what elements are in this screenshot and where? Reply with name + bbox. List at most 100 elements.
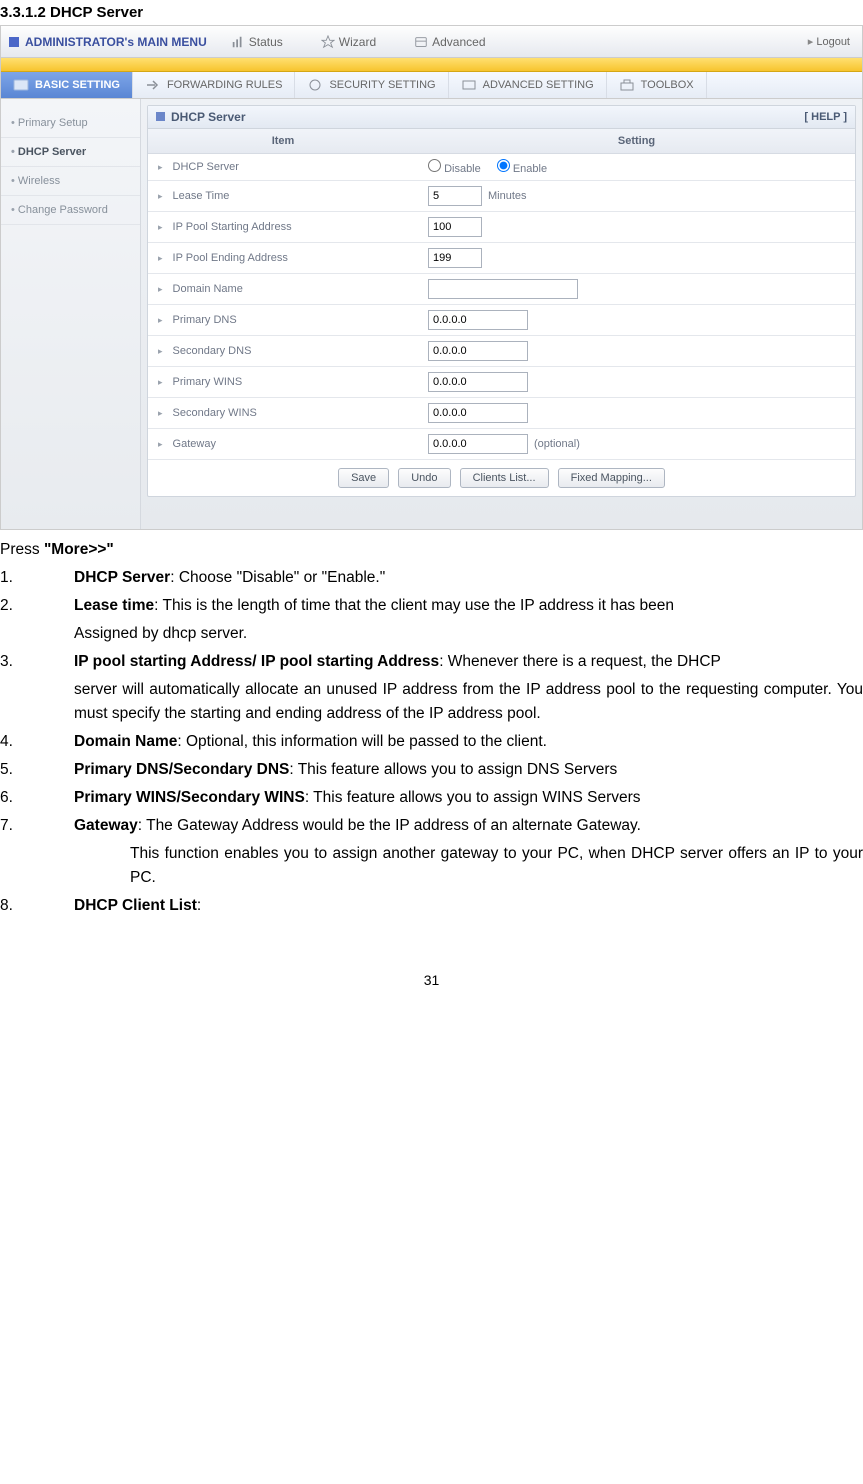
dhcp-disable-option[interactable]: Disable	[428, 159, 481, 175]
tab-advanced-setting-label: ADVANCED SETTING	[483, 79, 594, 91]
status-icon	[231, 35, 245, 49]
col-setting-header: Setting	[418, 129, 855, 154]
row-swins-value	[418, 398, 855, 429]
tab-advanced-setting[interactable]: ADVANCED SETTING	[449, 72, 607, 98]
row-pdns-label: Primary DNS	[148, 305, 418, 336]
menu-wizard[interactable]: Wizard	[321, 35, 376, 49]
doc-item-7-num: 7.	[0, 814, 74, 838]
ip-start-input[interactable]	[428, 217, 482, 237]
save-button[interactable]: Save	[338, 468, 389, 488]
pwins-input[interactable]	[428, 372, 528, 392]
dhcp-panel: DHCP Server [ HELP ] Item Setting DHCP S…	[147, 105, 856, 497]
doc-body: Press "More>>" 1. DHCP Server: Choose "D…	[0, 538, 863, 918]
main-area: Primary Setup DHCP Server Wireless Chang…	[1, 99, 862, 529]
doc-item-4-rest: : Optional, this information will be pas…	[177, 733, 547, 750]
dhcp-disable-radio[interactable]	[428, 159, 441, 172]
security-icon	[307, 78, 323, 92]
tab-security-setting-label: SECURITY SETTING	[329, 79, 435, 91]
main-menu-title-text: ADMINISTRATOR's MAIN MENU	[25, 35, 207, 49]
page-number: 31	[0, 972, 863, 998]
panel-title: DHCP Server	[171, 110, 245, 124]
sdns-input[interactable]	[428, 341, 528, 361]
doc-item-5-bold: Primary DNS/Secondary DNS	[74, 761, 289, 778]
col-item-header: Item	[148, 129, 418, 154]
dhcp-enable-option[interactable]: Enable	[497, 159, 547, 175]
tab-forwarding-rules-label: FORWARDING RULES	[167, 79, 283, 91]
undo-button[interactable]: Undo	[398, 468, 450, 488]
row-dhcp-server-label: DHCP Server	[148, 154, 418, 181]
row-domain-label: Domain Name	[148, 274, 418, 305]
doc-item-5-num: 5.	[0, 758, 74, 782]
doc-item-6: 6. Primary WINS/Secondary WINS: This fea…	[0, 786, 863, 810]
row-pwins-label: Primary WINS	[148, 367, 418, 398]
row-pdns-value	[418, 305, 855, 336]
doc-item-7-rest: : The Gateway Address would be the IP ad…	[138, 817, 641, 834]
doc-item-2-cont: Assigned by dhcp server.	[74, 622, 863, 646]
doc-item-1: 1. DHCP Server: Choose "Disable" or "Ena…	[0, 566, 863, 590]
fixed-mapping-button[interactable]: Fixed Mapping...	[558, 468, 665, 488]
doc-item-7: 7. Gateway: The Gateway Address would be…	[0, 814, 863, 838]
sidebar-item-wireless[interactable]: Wireless	[1, 167, 140, 196]
doc-item-7-bold: Gateway	[74, 817, 138, 834]
row-swins-label: Secondary WINS	[148, 398, 418, 429]
sidebar: Primary Setup DHCP Server Wireless Chang…	[1, 99, 141, 529]
menu-advanced-label: Advanced	[432, 35, 485, 49]
dhcp-enable-label: Enable	[513, 163, 547, 175]
pdns-input[interactable]	[428, 310, 528, 330]
content-area: DHCP Server [ HELP ] Item Setting DHCP S…	[141, 99, 862, 529]
dhcp-enable-radio[interactable]	[497, 159, 510, 172]
button-row: Save Undo Clients List... Fixed Mapping.…	[148, 460, 855, 496]
row-lease-time-value: Minutes	[418, 181, 855, 212]
logout-link[interactable]: Logout	[808, 35, 850, 48]
doc-item-6-bold: Primary WINS/Secondary WINS	[74, 789, 305, 806]
panel-header: DHCP Server [ HELP ]	[148, 106, 855, 129]
basic-setting-icon	[13, 78, 29, 92]
row-ip-start-value	[418, 212, 855, 243]
menu-wizard-label: Wizard	[339, 35, 376, 49]
doc-item-2-num: 2.	[0, 594, 74, 618]
swins-input[interactable]	[428, 403, 528, 423]
ip-end-input[interactable]	[428, 248, 482, 268]
gateway-note: (optional)	[534, 438, 580, 450]
doc-item-4-bold: Domain Name	[74, 733, 177, 750]
tab-security-setting[interactable]: SECURITY SETTING	[295, 72, 448, 98]
main-menu-title: ADMINISTRATOR's MAIN MENU	[9, 35, 207, 49]
press-more-line: Press "More>>"	[0, 538, 863, 562]
tab-row: BASIC SETTING FORWARDING RULES SECURITY …	[1, 72, 862, 99]
menu-status[interactable]: Status	[231, 35, 283, 49]
row-pwins-value	[418, 367, 855, 398]
doc-item-1-bold: DHCP Server	[74, 569, 170, 586]
row-gateway-value: (optional)	[418, 429, 855, 460]
doc-item-8: 8. DHCP Client List:	[0, 894, 863, 918]
sidebar-item-dhcp-server[interactable]: DHCP Server	[1, 138, 140, 167]
doc-item-4-num: 4.	[0, 730, 74, 754]
doc-item-8-rest: :	[197, 897, 201, 914]
toolbox-icon	[619, 78, 635, 92]
gateway-input[interactable]	[428, 434, 528, 454]
tab-toolbox[interactable]: TOOLBOX	[607, 72, 707, 98]
forwarding-icon	[145, 78, 161, 92]
section-heading: 3.3.1.2 DHCP Server	[0, 4, 863, 21]
main-menu-bar: ADMINISTRATOR's MAIN MENU Status Wizard …	[1, 26, 862, 58]
sidebar-item-change-password[interactable]: Change Password	[1, 196, 140, 225]
tab-basic-setting[interactable]: BASIC SETTING	[1, 72, 133, 98]
clients-list-button[interactable]: Clients List...	[460, 468, 549, 488]
doc-item-3-num: 3.	[0, 650, 74, 674]
doc-item-2: 2. Lease time: This is the length of tim…	[0, 594, 863, 618]
doc-item-3-cont: server will automatically allocate an un…	[74, 678, 863, 726]
row-ip-start-label: IP Pool Starting Address	[148, 212, 418, 243]
help-link[interactable]: [ HELP ]	[804, 111, 847, 123]
lease-time-input[interactable]	[428, 186, 482, 206]
settings-grid: Item Setting DHCP Server Disable Enable …	[148, 129, 855, 460]
advanced-icon	[414, 35, 428, 49]
doc-item-5: 5. Primary DNS/Secondary DNS: This featu…	[0, 758, 863, 782]
row-ip-end-value	[418, 243, 855, 274]
doc-item-2-rest: : This is the length of time that the cl…	[154, 597, 674, 614]
row-ip-end-label: IP Pool Ending Address	[148, 243, 418, 274]
domain-input[interactable]	[428, 279, 578, 299]
menu-advanced[interactable]: Advanced	[414, 35, 485, 49]
advanced-setting-icon	[461, 78, 477, 92]
sidebar-item-primary-setup[interactable]: Primary Setup	[1, 109, 140, 138]
doc-item-6-rest: : This feature allows you to assign WINS…	[305, 789, 641, 806]
tab-forwarding-rules[interactable]: FORWARDING RULES	[133, 72, 296, 98]
